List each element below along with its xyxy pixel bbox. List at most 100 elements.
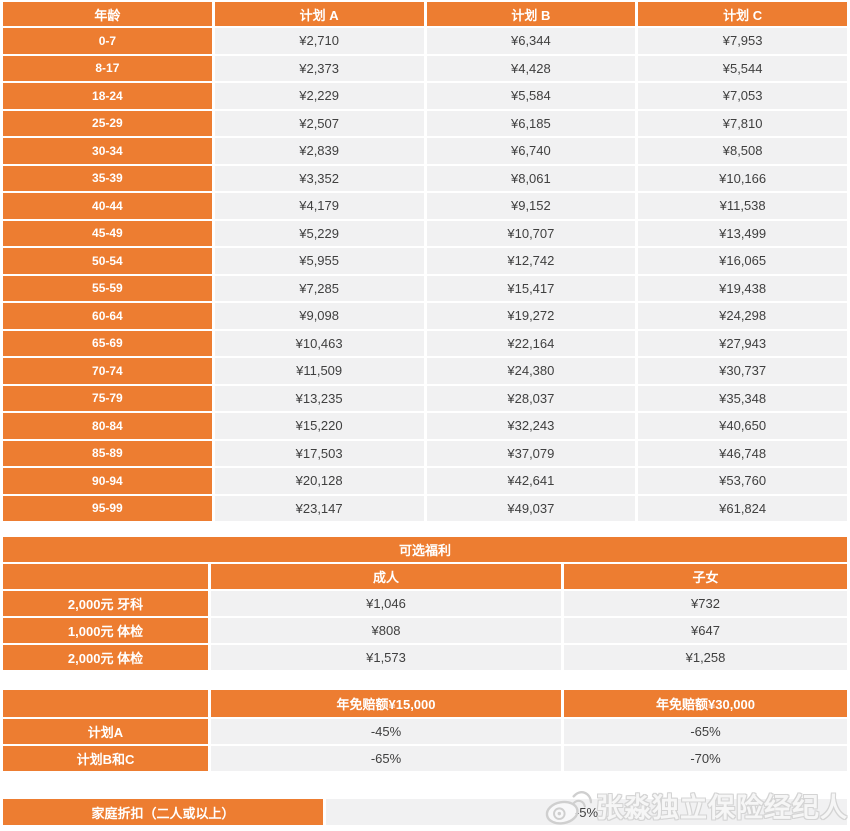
table-row: 25-29 ¥2,507 ¥6,185 ¥7,810 xyxy=(3,110,847,136)
deductible-discount-table: 年免赔额¥15,000 年免赔额¥30,000 计划A -45% -65% 计划B和C… xyxy=(0,688,850,773)
plan-c-premium-cell: ¥53,760 xyxy=(638,468,847,494)
plan-c-premium-cell: ¥11,538 xyxy=(638,193,847,219)
table-row: 70-74 ¥11,509 ¥24,380 ¥30,737 xyxy=(3,358,847,384)
benefit-label-cell: 2,000元 牙科 xyxy=(3,591,208,616)
plan-a-premium-cell: ¥7,285 xyxy=(214,275,424,301)
plan-b-premium-cell: ¥6,740 xyxy=(426,138,636,164)
optional-benefits-title-row: 可选福利 xyxy=(3,537,847,562)
table-row: 计划A -45% -65% xyxy=(3,719,847,744)
plan-a-premium-cell: ¥17,503 xyxy=(214,440,424,466)
plan-a-premium-cell: ¥2,839 xyxy=(214,138,424,164)
child-price-cell: ¥647 xyxy=(564,618,847,643)
plan-b-premium-cell: ¥6,344 xyxy=(426,28,636,54)
plan-b-premium-cell: ¥28,037 xyxy=(426,385,636,411)
plan-a-premium-cell: ¥23,147 xyxy=(214,495,424,521)
plan-label-cell: 计划A xyxy=(3,719,208,744)
table-row: 45-49 ¥5,229 ¥10,707 ¥13,499 xyxy=(3,220,847,246)
plan-a-premium-cell: ¥11,509 xyxy=(214,358,424,384)
age-range-cell: 35-39 xyxy=(3,165,212,191)
plan-b-premium-cell: ¥22,164 xyxy=(426,330,636,356)
deductible-15000-header: 年免赔额¥15,000 xyxy=(211,690,561,717)
plan-b-premium-cell: ¥12,742 xyxy=(426,248,636,274)
table-row: 30-34 ¥2,839 ¥6,740 ¥8,508 xyxy=(3,138,847,164)
family-discount-row: 家庭折扣（二人或以上） -5% xyxy=(3,799,847,825)
age-range-cell: 30-34 xyxy=(3,138,212,164)
benefits-empty-header xyxy=(3,564,208,589)
age-range-cell: 80-84 xyxy=(3,413,212,439)
table-row: 90-94 ¥20,128 ¥42,641 ¥53,760 xyxy=(3,468,847,494)
plan-c-premium-cell: ¥61,824 xyxy=(638,495,847,521)
table-row: 85-89 ¥17,503 ¥37,079 ¥46,748 xyxy=(3,440,847,466)
discount-30000-cell: -65% xyxy=(564,719,847,744)
plan-b-premium-cell: ¥49,037 xyxy=(426,495,636,521)
deductible-empty-header xyxy=(3,690,208,717)
plan-c-premium-cell: ¥7,953 xyxy=(638,28,847,54)
age-range-cell: 95-99 xyxy=(3,495,212,521)
plan-b-premium-cell: ¥4,428 xyxy=(426,55,636,81)
table-row: 75-79 ¥13,235 ¥28,037 ¥35,348 xyxy=(3,385,847,411)
age-column-header: 年龄 xyxy=(3,2,212,26)
plan-b-premium-cell: ¥37,079 xyxy=(426,440,636,466)
age-range-cell: 65-69 xyxy=(3,330,212,356)
table-row: 35-39 ¥3,352 ¥8,061 ¥10,166 xyxy=(3,165,847,191)
discount-15000-cell: -65% xyxy=(211,746,561,771)
table-row: 2,000元 牙科 ¥1,046 ¥732 xyxy=(3,591,847,616)
plan-label-cell: 计划B和C xyxy=(3,746,208,771)
optional-benefits-table: 可选福利 成人 子女 2,000元 牙科 ¥1,046 ¥732 1,000元 体检 ¥… xyxy=(0,535,850,672)
plan-a-premium-cell: ¥2,373 xyxy=(214,55,424,81)
adult-price-cell: ¥808 xyxy=(211,618,561,643)
age-range-cell: 18-24 xyxy=(3,83,212,109)
age-range-cell: 0-7 xyxy=(3,28,212,54)
plan-a-premium-cell: ¥10,463 xyxy=(214,330,424,356)
age-range-cell: 70-74 xyxy=(3,358,212,384)
benefit-label-cell: 1,000元 体检 xyxy=(3,618,208,643)
plan-c-premium-cell: ¥16,065 xyxy=(638,248,847,274)
table-row: 95-99 ¥23,147 ¥49,037 ¥61,824 xyxy=(3,495,847,521)
age-range-cell: 40-44 xyxy=(3,193,212,219)
plan-a-premium-cell: ¥13,235 xyxy=(214,385,424,411)
deductible-30000-header: 年免赔额¥30,000 xyxy=(564,690,847,717)
table-row: 65-69 ¥10,463 ¥22,164 ¥27,943 xyxy=(3,330,847,356)
age-range-cell: 45-49 xyxy=(3,220,212,246)
table-row: 40-44 ¥4,179 ¥9,152 ¥11,538 xyxy=(3,193,847,219)
age-range-cell: 75-79 xyxy=(3,385,212,411)
adult-price-cell: ¥1,573 xyxy=(211,645,561,670)
adult-price-cell: ¥1,046 xyxy=(211,591,561,616)
child-price-cell: ¥1,258 xyxy=(564,645,847,670)
optional-benefits-title: 可选福利 xyxy=(3,537,847,562)
table-row: 1,000元 体检 ¥808 ¥647 xyxy=(3,618,847,643)
plan-b-premium-cell: ¥24,380 xyxy=(426,358,636,384)
age-range-cell: 55-59 xyxy=(3,275,212,301)
table-row: 8-17 ¥2,373 ¥4,428 ¥5,544 xyxy=(3,55,847,81)
plan-a-premium-cell: ¥3,352 xyxy=(214,165,424,191)
plan-c-premium-cell: ¥19,438 xyxy=(638,275,847,301)
child-column-header: 子女 xyxy=(564,564,847,589)
plan-b-premium-cell: ¥32,243 xyxy=(426,413,636,439)
plan-a-premium-cell: ¥2,229 xyxy=(214,83,424,109)
plan-c-premium-cell: ¥27,943 xyxy=(638,330,847,356)
plan-b-premium-cell: ¥42,641 xyxy=(426,468,636,494)
premium-table: 年龄 计划 A 计划 B 计划 C 0-7 ¥2,710 ¥6,344 ¥7,953 8… xyxy=(3,2,847,521)
plan-a-premium-cell: ¥15,220 xyxy=(214,413,424,439)
table-row: 2,000元 体检 ¥1,573 ¥1,258 xyxy=(3,645,847,670)
discount-30000-cell: -70% xyxy=(564,746,847,771)
plan-c-premium-cell: ¥46,748 xyxy=(638,440,847,466)
plan-c-premium-cell: ¥40,650 xyxy=(638,413,847,439)
age-range-cell: 50-54 xyxy=(3,248,212,274)
table-row: 计划B和C -65% -70% xyxy=(3,746,847,771)
age-range-cell: 25-29 xyxy=(3,110,212,136)
table-row: 55-59 ¥7,285 ¥15,417 ¥19,438 xyxy=(3,275,847,301)
plan-c-premium-cell: ¥8,508 xyxy=(638,138,847,164)
plan-a-premium-cell: ¥5,955 xyxy=(214,248,424,274)
plan-a-column-header: 计划 A xyxy=(214,2,424,26)
family-discount-value: -5% xyxy=(326,799,847,825)
plan-c-premium-cell: ¥35,348 xyxy=(638,385,847,411)
child-price-cell: ¥732 xyxy=(564,591,847,616)
table-row: 18-24 ¥2,229 ¥5,584 ¥7,053 xyxy=(3,83,847,109)
age-range-cell: 90-94 xyxy=(3,468,212,494)
plan-c-premium-cell: ¥24,298 xyxy=(638,303,847,329)
plan-c-premium-cell: ¥13,499 xyxy=(638,220,847,246)
plan-c-premium-cell: ¥10,166 xyxy=(638,165,847,191)
table-row: 80-84 ¥15,220 ¥32,243 ¥40,650 xyxy=(3,413,847,439)
